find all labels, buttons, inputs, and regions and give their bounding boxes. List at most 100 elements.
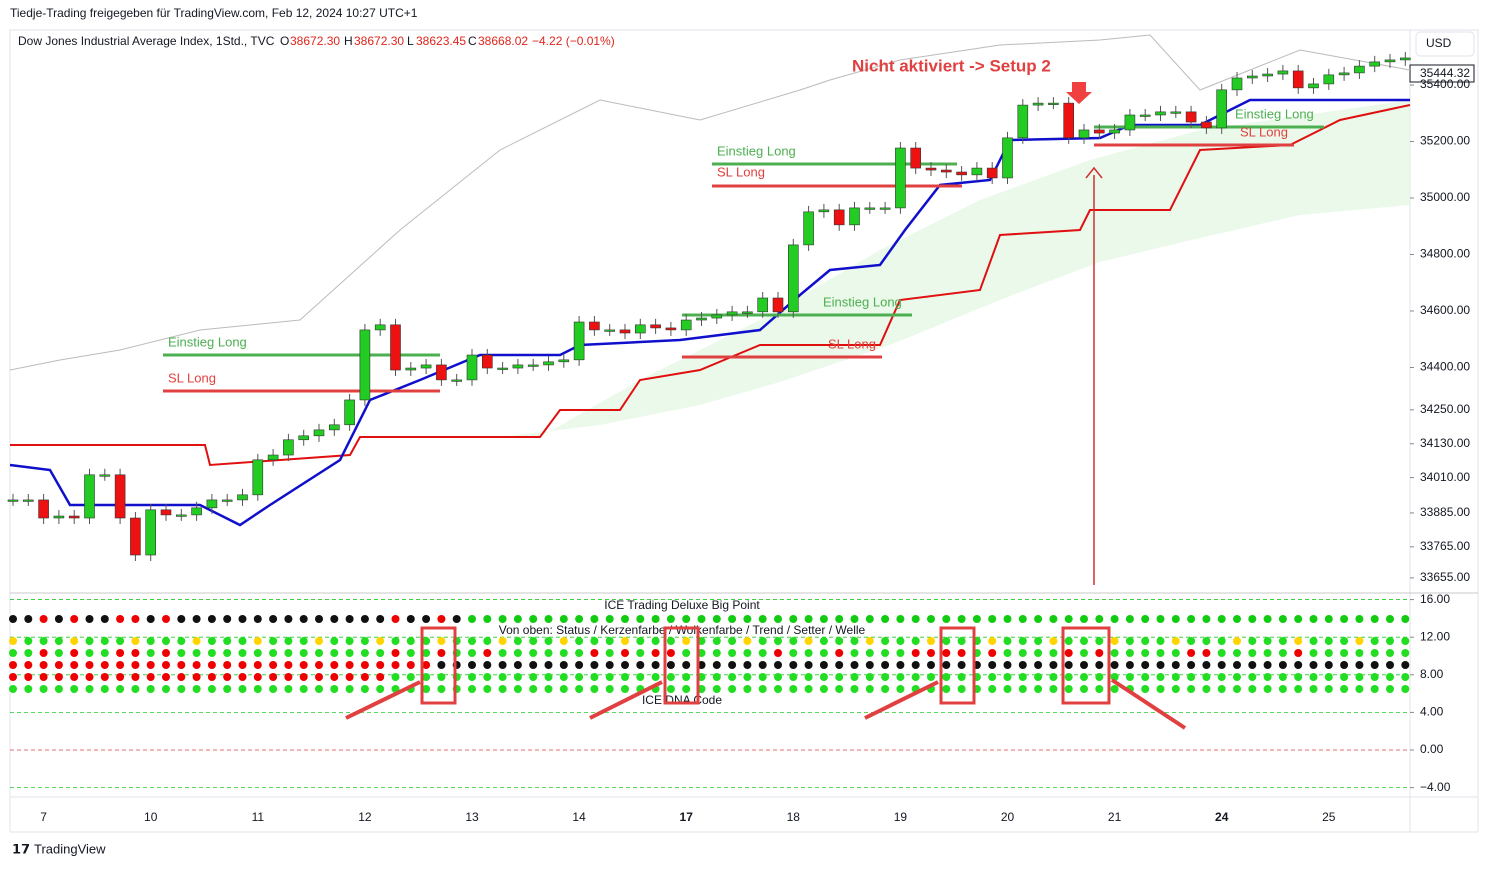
status-dot [284,637,293,645]
status-dot [116,661,125,669]
candle [466,354,478,381]
status-dot [9,673,17,681]
status-dot [1064,661,1073,669]
status-dot [422,673,431,681]
status-dot [605,637,614,645]
status-dot [437,685,446,693]
candle [1078,129,1090,139]
down-arrow [1066,82,1092,104]
pane-subtitle: Von oben: Status / Kerzenfarbe / Wolkenf… [499,623,866,637]
candle [1032,102,1044,106]
candle [1354,65,1365,74]
status-dot [712,685,721,693]
candle [1048,102,1059,105]
status-dot [651,649,660,657]
status-dot [146,649,155,657]
status-dot [376,615,385,623]
y-tick-label: 35400.00 [1420,77,1470,91]
status-dot [437,637,446,645]
candle [267,454,279,461]
status-dot [131,661,140,669]
status-dot [942,685,951,693]
stop-label: SL Long [828,336,876,351]
status-dot [927,637,935,645]
status-dot [162,661,170,669]
status-dot [1233,649,1241,657]
status-dot [1278,673,1287,681]
status-dot [988,685,997,693]
y-tick-label: 4.00 [1420,705,1444,719]
status-dot [636,661,645,669]
status-dot [728,685,737,693]
status-dot [1370,673,1379,681]
status-dot [636,637,645,645]
status-dot [1049,685,1058,693]
status-dot [39,661,48,669]
currency-button[interactable] [1415,31,1475,57]
status-dot [513,637,522,645]
status-dot [1110,637,1119,645]
date-label: 17 [680,810,694,824]
status-dot [712,649,721,657]
status-dot [835,649,844,657]
box [663,626,700,705]
status-dot [315,649,323,657]
status-dot [1386,673,1394,681]
status-dot [177,673,186,681]
status-dot [1125,649,1134,657]
status-dot [269,685,278,693]
status-dot [299,637,308,645]
status-dot [1309,637,1318,645]
status-dot [1018,615,1027,623]
symbol: Dow Jones Industrial Average Index, 1Std… [18,34,275,48]
status-dot [590,685,599,693]
status-dot [942,673,951,681]
status-dot [422,649,431,657]
status-dot [896,661,905,669]
status-dot [345,637,354,645]
status-dot [819,649,828,657]
status-dot [146,673,155,681]
status-dot [957,685,966,693]
candle [1139,114,1151,117]
status-dot [406,649,415,657]
candle [436,364,447,381]
status-dot [1034,661,1043,669]
status-dot [1248,649,1257,657]
status-dot [1217,649,1226,657]
status-dot [819,615,828,623]
status-dot [544,615,553,623]
status-dot [896,685,905,693]
status-dot [605,649,614,657]
status-dot [54,661,63,669]
candle [818,209,830,213]
candle [206,499,218,509]
candle [53,515,65,519]
status-dot [299,661,308,669]
status-dot [1248,673,1257,681]
currency[interactable]: USD [1426,36,1452,50]
status-dot [192,661,201,669]
status-dot [1125,673,1134,681]
candle [1170,111,1182,114]
status-dot [1095,649,1104,657]
candle [1094,129,1105,134]
status-dot [850,649,859,657]
status-dot [207,673,216,681]
candle [604,329,616,332]
candle [1292,70,1304,89]
entry-label: Einstieg Long [168,334,247,349]
candle [1400,57,1411,61]
candle [22,499,34,502]
status-dot [1018,661,1027,669]
status-dot [1340,685,1349,693]
candle [481,354,493,369]
candle [879,207,891,210]
status-dot [116,685,125,693]
status-dot [774,661,782,669]
status-dot [1110,615,1119,623]
status-dot [1171,685,1180,693]
status-dot [559,615,568,623]
status-dot [391,637,400,645]
status-dot [1401,649,1410,657]
